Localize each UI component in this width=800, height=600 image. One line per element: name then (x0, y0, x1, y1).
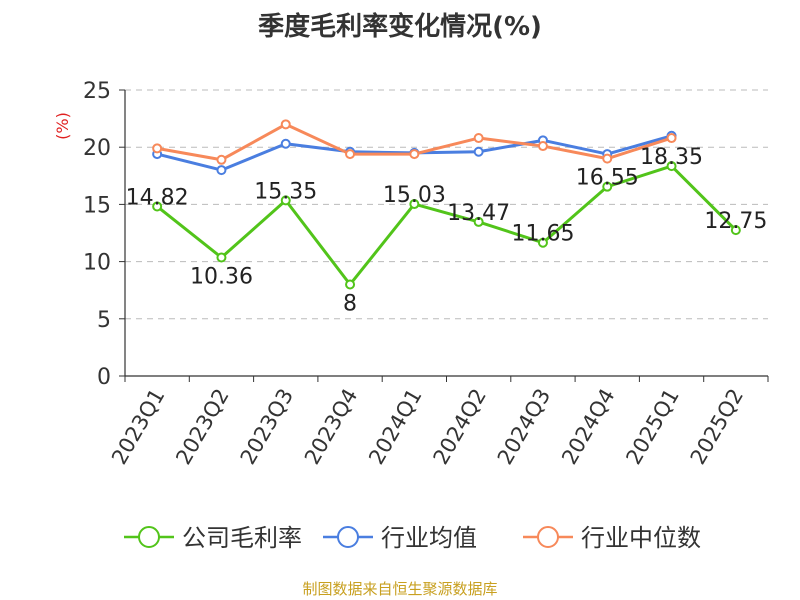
legend-marker (138, 526, 160, 548)
data-point (280, 138, 291, 149)
data-label: 16.55 (576, 166, 639, 191)
data-point (216, 165, 227, 176)
data-label: 15.35 (254, 179, 317, 204)
data-label: 13.47 (447, 201, 510, 226)
x-tick-label: 2024Q3 (493, 385, 555, 469)
data-point (152, 143, 163, 154)
data-point (602, 181, 613, 192)
data-point (602, 153, 613, 164)
data-point (280, 195, 291, 206)
data-point (345, 149, 356, 160)
legend-label: 行业均值 (381, 524, 477, 552)
data-point (473, 133, 484, 144)
data-point (730, 225, 741, 236)
y-tick-label: 0 (97, 365, 111, 390)
data-label: 15.03 (383, 183, 446, 208)
data-point (666, 161, 677, 172)
legend-marker (537, 526, 559, 548)
data-point (666, 133, 677, 144)
x-tick-label: 2023Q1 (107, 385, 169, 469)
legend-label: 公司毛利率 (182, 524, 302, 552)
chart-title: 季度毛利率变化情况(%) (258, 12, 542, 42)
x-tick-label: 2024Q2 (429, 385, 491, 469)
data-label: 14.82 (126, 185, 189, 210)
legend-label: 行业中位数 (581, 524, 701, 552)
data-point (152, 201, 163, 212)
data-point (345, 279, 356, 290)
y-tick-label: 25 (83, 79, 111, 104)
y-tick-label: 15 (83, 193, 111, 218)
x-tick-label: 2024Q1 (364, 385, 426, 469)
data-point (409, 149, 420, 160)
data-source: 制图数据来自恒生聚源数据库 (302, 580, 498, 598)
x-tick-label: 2023Q4 (300, 385, 362, 469)
data-point (216, 154, 227, 165)
data-label: 11.65 (511, 222, 574, 247)
y-tick-label: 20 (83, 136, 111, 161)
x-tick-label: 2023Q2 (171, 385, 233, 469)
y-axis-label: (%) (53, 112, 72, 140)
data-point (537, 237, 548, 248)
data-label: 8 (343, 291, 357, 316)
data-point (409, 199, 420, 210)
data-label: 12.75 (704, 209, 767, 234)
data-point (280, 119, 291, 130)
y-tick-label: 5 (97, 308, 111, 333)
data-label: 10.36 (190, 264, 253, 289)
x-tick-label: 2025Q1 (621, 385, 683, 469)
y-tick-label: 10 (83, 251, 111, 276)
data-point (473, 146, 484, 157)
x-tick-label: 2023Q3 (236, 385, 298, 469)
x-tick-label: 2024Q4 (557, 385, 619, 469)
data-point (473, 216, 484, 227)
x-tick-label: 2025Q2 (686, 385, 748, 469)
data-point (537, 141, 548, 152)
data-point (216, 252, 227, 263)
series-line (156, 164, 737, 286)
legend-marker (337, 526, 359, 548)
data-label: 18.35 (640, 145, 703, 170)
